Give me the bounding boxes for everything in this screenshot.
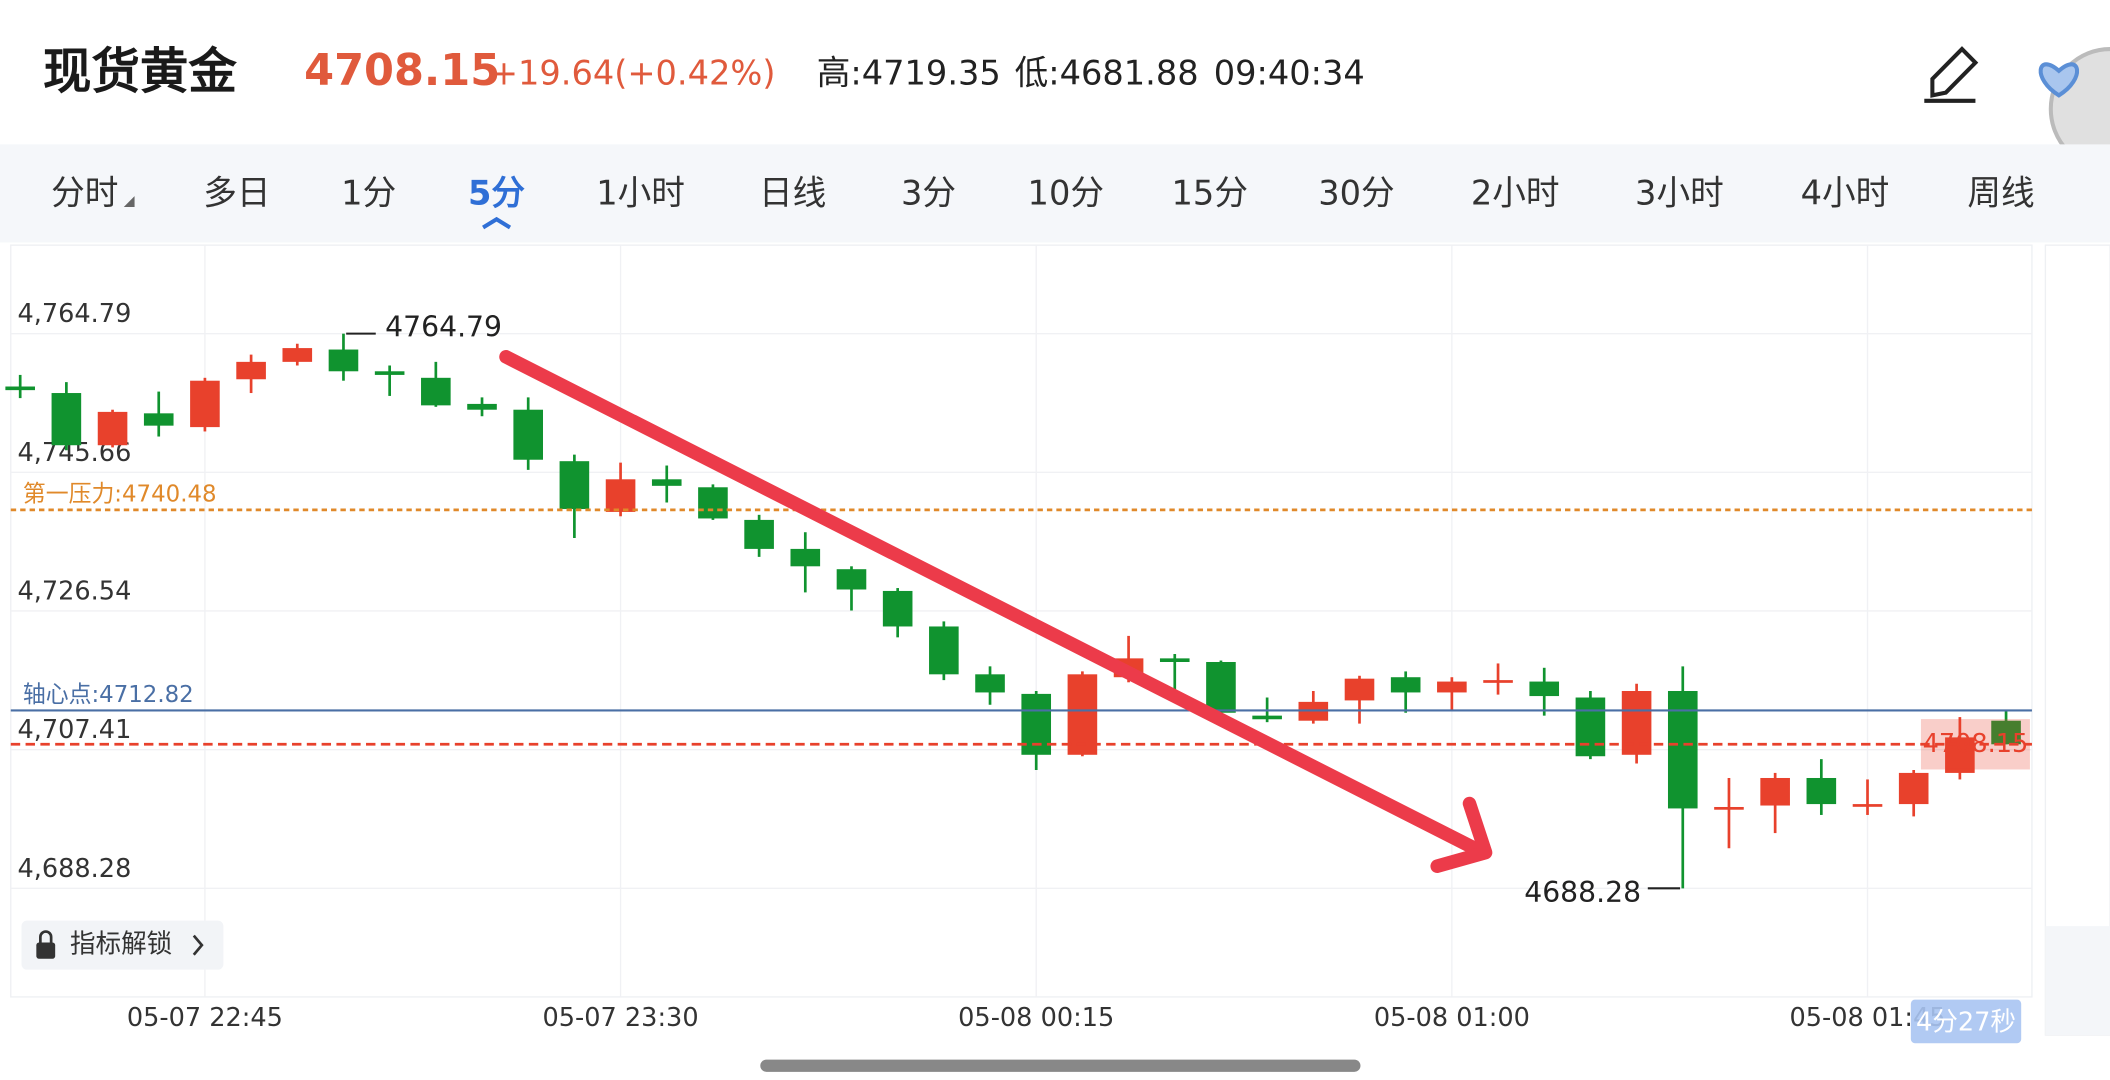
day-low: 低:4681.88 (1015, 53, 1199, 92)
edit-icon[interactable] (1924, 46, 1979, 103)
candle-body (1344, 678, 1375, 701)
candle-body (1760, 777, 1790, 806)
tab-active-indicator (482, 216, 512, 230)
last-price: 4708.15 (304, 46, 500, 96)
candle-body (1206, 661, 1236, 713)
candle-body (467, 403, 497, 410)
tab[interactable]: 4小时 (1801, 173, 1890, 212)
quote-time: 09:40:34 (1214, 53, 1365, 92)
tab[interactable]: 1分 (341, 173, 396, 212)
candle-body (1575, 697, 1606, 757)
tab[interactable]: 多日 (203, 173, 270, 212)
x-tick-label: 05-07 22:45 (127, 1003, 283, 1033)
tab[interactable]: 3小时 (1635, 173, 1724, 212)
candle-body (1714, 806, 1744, 810)
tab[interactable]: 5分 (468, 173, 525, 212)
candle-body (143, 413, 174, 426)
candle-body (744, 519, 774, 549)
candle-body (1021, 693, 1052, 755)
candle-body (975, 674, 1005, 693)
side-panel-footer (2045, 926, 2110, 1036)
x-tick-label: 05-08 00:15 (958, 1003, 1114, 1033)
candle-body (1483, 680, 1513, 683)
indicator-unlock[interactable]: 指标解锁 (21, 920, 224, 970)
candle-body (51, 393, 82, 446)
trend-arrow (499, 350, 1493, 873)
tab[interactable]: 日线 (759, 173, 826, 212)
candle-body (421, 377, 451, 406)
candle-body (1667, 690, 1698, 809)
candle-body (1806, 777, 1837, 805)
candle-body (1529, 681, 1560, 697)
price-change: +19.64(+0.42%) (490, 53, 776, 92)
tab[interactable]: 30分 (1318, 173, 1394, 212)
tab[interactable]: 分时 (51, 173, 118, 212)
tab[interactable]: 2小时 (1471, 173, 1560, 212)
candle-body (190, 380, 220, 428)
favorite-icon[interactable] (2038, 47, 2110, 171)
home-indicator (760, 1059, 1361, 1072)
x-tick-label: 05-07 23:30 (543, 1003, 699, 1033)
tab[interactable]: 1小时 (596, 173, 685, 212)
candle-body (282, 348, 313, 362)
dropdown-indicator (123, 196, 135, 208)
tab[interactable]: 10分 (1028, 173, 1104, 212)
y-tick-label: 4,707.41 (17, 715, 131, 745)
level-label: 第一压力:4740.48 (23, 481, 217, 507)
instrument-title: 现货黄金 (43, 44, 237, 100)
candle-body (374, 371, 405, 375)
candle-body (559, 461, 590, 510)
candle-body (1437, 681, 1467, 693)
tabs: 分时 多日 1分 5分 1小时 日线 3分 10分 15分 30分 2小时 3小时 4小时 周线 (51, 173, 2035, 230)
candle-body (1252, 715, 1282, 720)
candle-body (929, 626, 959, 675)
candle-body (1852, 804, 1883, 807)
indicator-unlock-label: 指标解锁 (70, 930, 172, 960)
candle-body (1898, 772, 1929, 805)
side-panel (2044, 244, 2110, 1036)
y-tick-label: 4,764.79 (17, 299, 131, 329)
candle-body (836, 569, 867, 590)
tab[interactable]: 15分 (1172, 173, 1248, 212)
level-label: 轴心点:4712.82 (23, 682, 194, 708)
tab[interactable]: 周线 (1967, 173, 2034, 212)
min-label: 4688.28 (1524, 876, 1641, 909)
candle-body (651, 479, 682, 486)
candle-body (513, 409, 544, 460)
tab-bar (0, 144, 2110, 243)
candle-body (1991, 720, 2021, 745)
last-price-box (1920, 719, 2030, 770)
day-high: 高:4719.35 (817, 53, 1001, 92)
countdown: 4分27秒 (1916, 1007, 2016, 1037)
candle-body (790, 548, 821, 567)
candle-body (1390, 677, 1421, 693)
chart: 4,764.794,745.664,726.544,707.414,688.28… (5, 245, 2032, 1033)
candle-body (328, 349, 359, 372)
candle-body (882, 590, 913, 627)
candle-body (698, 487, 728, 519)
max-label: 4764.79 (385, 310, 502, 343)
candle-body (236, 361, 266, 380)
tab[interactable]: 3分 (901, 173, 956, 212)
candle-body (1159, 658, 1190, 662)
candle-body (5, 386, 35, 391)
candle-body (1067, 674, 1098, 755)
y-tick-label: 4,726.54 (17, 576, 131, 606)
last-price-label: 4708.15 (1923, 729, 2029, 759)
x-tick-label: 05-08 01:00 (1374, 1003, 1530, 1033)
countdown-badge: 4分27秒 (1910, 999, 2022, 1044)
y-tick-label: 4,688.28 (17, 854, 131, 884)
candle-body (605, 479, 636, 512)
candle-body (97, 411, 128, 446)
